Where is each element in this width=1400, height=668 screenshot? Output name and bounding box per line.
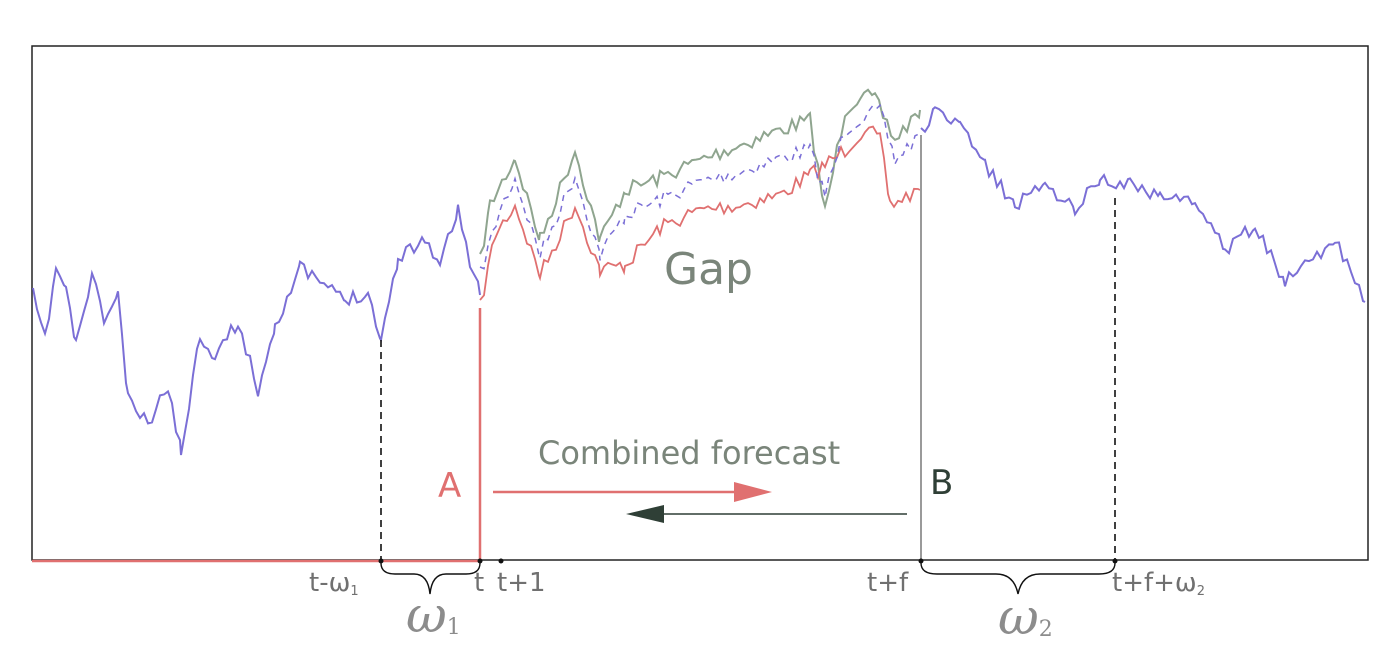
axis-dot-t <box>477 558 483 564</box>
tick-t-plus-f-plus-w2: t+f+ω2 <box>1112 568 1205 599</box>
point-b-label: B <box>930 463 953 503</box>
backward-arrow-head <box>626 505 664 523</box>
axis-dot-t-plus-f <box>918 558 924 564</box>
axis-dot-t-minus-w1 <box>378 558 384 564</box>
window2-label: ω2 <box>998 588 1053 646</box>
gap-label: Gap <box>664 244 753 295</box>
tick-t-plus-1: t+1 <box>497 568 546 598</box>
plot-frame <box>31 45 1369 561</box>
tick-t-plus-f: t+f <box>867 568 909 598</box>
axis-dot-t-plus-1 <box>498 558 504 564</box>
axis-dot-t-plus-f-plus-w2 <box>1112 558 1118 564</box>
window1-brace <box>380 562 481 595</box>
point-a-label: A <box>438 466 461 506</box>
observed-series-after-gap <box>920 106 1366 303</box>
window2-brace <box>920 562 1116 595</box>
tick-t: t <box>474 568 484 598</box>
combined-forecast-series <box>479 103 921 270</box>
forward-arrow-head <box>734 482 772 502</box>
observed-series-before-gap <box>32 204 481 456</box>
backward-forecast-series <box>479 88 921 255</box>
tick-t-minus-w1: t-ω1 <box>309 568 359 599</box>
window1-label: ω1 <box>406 586 461 644</box>
forward-forecast-series <box>479 125 921 301</box>
combined-forecast-label: Combined forecast <box>538 434 840 472</box>
